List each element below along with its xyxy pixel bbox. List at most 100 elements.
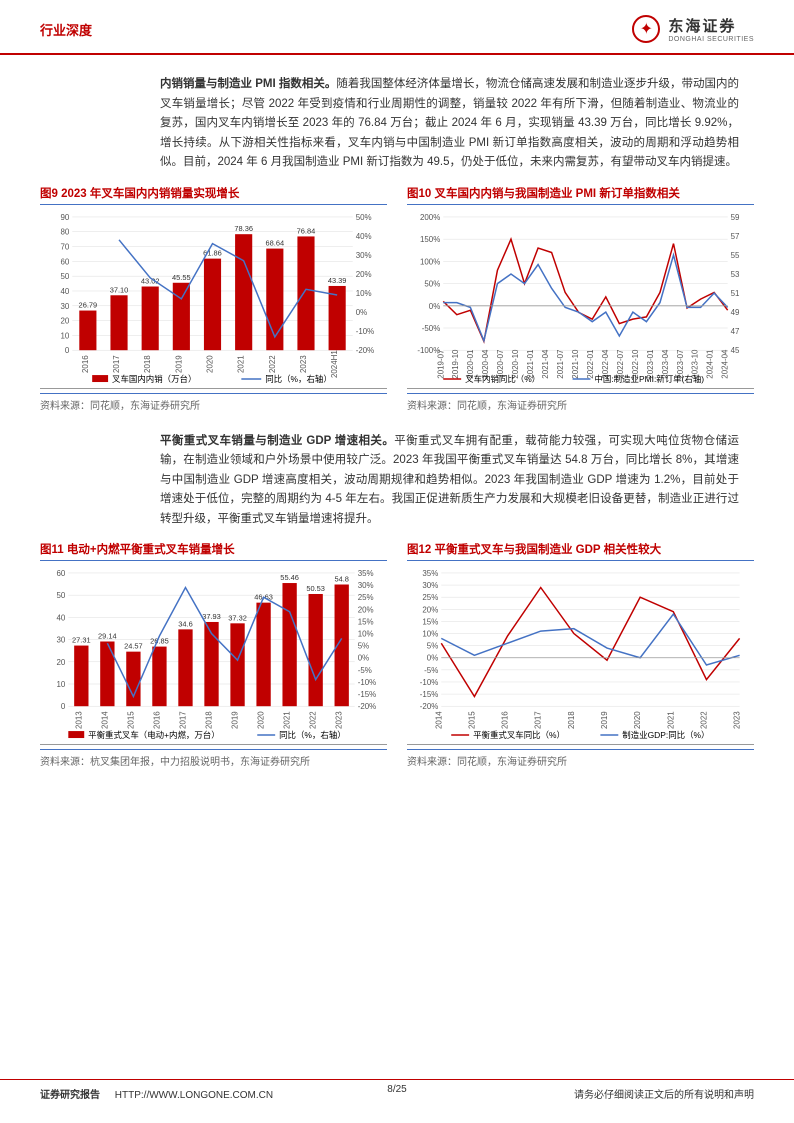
svg-text:20%: 20% xyxy=(422,606,438,615)
svg-text:50: 50 xyxy=(56,592,65,601)
svg-text:2018: 2018 xyxy=(143,354,152,372)
svg-text:平衡重式叉车（电动+内燃，万台）: 平衡重式叉车（电动+内燃，万台） xyxy=(88,731,220,741)
svg-text:47: 47 xyxy=(731,327,740,336)
svg-text:68.64: 68.64 xyxy=(266,238,285,247)
svg-text:中国:制造业PMI:新订单(右轴): 中国:制造业PMI:新订单(右轴) xyxy=(594,374,704,384)
svg-text:90: 90 xyxy=(60,213,69,222)
svg-text:20%: 20% xyxy=(356,270,372,279)
svg-text:70: 70 xyxy=(60,242,69,251)
svg-text:10%: 10% xyxy=(422,630,438,639)
svg-text:2022: 2022 xyxy=(309,711,318,729)
svg-text:叉车国内内销（万台）: 叉车国内内销（万台） xyxy=(112,374,196,384)
svg-text:2018: 2018 xyxy=(205,711,214,729)
para1-bold: 内销销量与制造业 PMI 指数相关。 xyxy=(160,78,336,90)
svg-text:76.84: 76.84 xyxy=(297,226,316,235)
svg-text:叉车内销同比（%）: 叉车内销同比（%） xyxy=(465,374,540,384)
svg-text:-10%: -10% xyxy=(358,678,377,687)
para1-text: 随着我国整体经济体量增长，物流仓储高速发展和制造业逐步升级，带动国内的叉车销量增… xyxy=(160,78,739,168)
svg-text:50.53: 50.53 xyxy=(306,584,325,593)
svg-text:50%: 50% xyxy=(356,213,372,222)
svg-text:-10%: -10% xyxy=(420,678,439,687)
svg-text:34.6: 34.6 xyxy=(178,620,192,629)
svg-text:10: 10 xyxy=(56,680,65,689)
svg-text:2014: 2014 xyxy=(100,711,109,729)
svg-text:40%: 40% xyxy=(356,232,372,241)
svg-text:2020: 2020 xyxy=(633,711,642,729)
svg-text:54.8: 54.8 xyxy=(334,575,348,584)
svg-text:2014: 2014 xyxy=(434,711,443,729)
svg-text:2022: 2022 xyxy=(268,354,277,372)
svg-text:40: 40 xyxy=(56,614,65,623)
svg-text:2019: 2019 xyxy=(174,354,183,372)
svg-text:0%: 0% xyxy=(358,654,369,663)
svg-text:2019: 2019 xyxy=(600,711,609,729)
chart-row-2: 图11 电动+内燃平衡重式叉车销量增长 0102030405060-20%-15… xyxy=(0,541,794,768)
brand-name-en: DONGHAI SECURITIES xyxy=(668,36,754,43)
svg-text:30%: 30% xyxy=(358,582,374,591)
svg-text:2023: 2023 xyxy=(733,711,742,729)
footer-url: HTTP://WWW.LONGONE.COM.CN xyxy=(115,1090,273,1101)
svg-text:60: 60 xyxy=(56,569,65,578)
svg-text:78.36: 78.36 xyxy=(234,224,253,233)
svg-text:2019-07: 2019-07 xyxy=(436,349,445,379)
svg-text:45: 45 xyxy=(731,346,740,355)
chart-row-1: 图9 2023 年叉车国内内销销量实现增长 010203040506070809… xyxy=(0,185,794,412)
svg-text:15%: 15% xyxy=(422,618,438,627)
svg-text:37.10: 37.10 xyxy=(110,285,129,294)
svg-text:2015: 2015 xyxy=(126,711,135,729)
svg-text:15%: 15% xyxy=(358,618,374,627)
svg-text:2021-07: 2021-07 xyxy=(556,349,565,379)
svg-text:2015: 2015 xyxy=(467,711,476,729)
svg-text:2021: 2021 xyxy=(237,354,246,372)
svg-text:2017: 2017 xyxy=(178,711,187,729)
svg-text:2016: 2016 xyxy=(501,711,510,729)
svg-text:51: 51 xyxy=(731,289,740,298)
svg-text:0%: 0% xyxy=(356,308,367,317)
svg-text:57: 57 xyxy=(731,232,740,241)
svg-text:0%: 0% xyxy=(429,302,440,311)
svg-text:53: 53 xyxy=(731,270,740,279)
svg-text:29.14: 29.14 xyxy=(98,632,117,641)
svg-text:2024-01: 2024-01 xyxy=(706,349,715,379)
svg-text:80: 80 xyxy=(60,227,69,236)
svg-text:2023: 2023 xyxy=(299,354,308,372)
svg-text:2013: 2013 xyxy=(74,711,83,729)
svg-text:55.46: 55.46 xyxy=(280,574,299,583)
svg-text:2021: 2021 xyxy=(666,711,675,729)
para2-text: 平衡重式叉车拥有配重，载荷能力较强，可实现大吨位货物仓储运输，在制造业领域和户外… xyxy=(160,435,739,525)
svg-text:制造业GDP:同比（%）: 制造业GDP:同比（%） xyxy=(622,731,709,741)
svg-text:30%: 30% xyxy=(356,251,372,260)
svg-text:25%: 25% xyxy=(422,594,438,603)
chart-9: 图9 2023 年叉车国内内销销量实现增长 010203040506070809… xyxy=(40,185,387,412)
svg-text:-20%: -20% xyxy=(358,703,377,712)
svg-text:2021: 2021 xyxy=(283,711,292,729)
chart-12: 图12 平衡重式叉车与我国制造业 GDP 相关性较大 -20%-15%-10%-… xyxy=(407,541,754,768)
brand-block: ✦ 东海证券 DONGHAI SECURITIES xyxy=(632,15,754,43)
svg-text:-50%: -50% xyxy=(422,324,441,333)
svg-text:2016: 2016 xyxy=(152,711,161,729)
svg-text:-15%: -15% xyxy=(358,691,377,700)
svg-text:20: 20 xyxy=(60,316,69,325)
chart11-source: 资料来源：杭叉集团年报，中力招股说明书，东海证券研究所 xyxy=(40,749,387,768)
svg-text:2024-04: 2024-04 xyxy=(721,349,730,379)
svg-text:27.31: 27.31 xyxy=(72,636,91,645)
svg-text:20: 20 xyxy=(56,658,65,667)
chart-10: 图10 叉车国内内销与我国制造业 PMI 新订单指数相关 -100%-50%0%… xyxy=(407,185,754,412)
svg-text:2023: 2023 xyxy=(335,711,344,729)
svg-text:5%: 5% xyxy=(427,642,438,651)
chart10-source: 资料来源：同花顺，东海证券研究所 xyxy=(407,393,754,412)
svg-text:43.39: 43.39 xyxy=(328,276,347,285)
svg-text:26.85: 26.85 xyxy=(150,637,169,646)
svg-text:35%: 35% xyxy=(358,569,374,578)
svg-text:20%: 20% xyxy=(358,606,374,615)
svg-text:10: 10 xyxy=(60,331,69,340)
svg-text:2021-10: 2021-10 xyxy=(571,349,580,379)
para2-bold: 平衡重式叉车销量与制造业 GDP 增速相关。 xyxy=(160,435,394,447)
svg-text:2017: 2017 xyxy=(112,354,121,372)
svg-text:-15%: -15% xyxy=(420,691,439,700)
footer-disclaimer: 请务必仔细阅读正文后的所有说明和声明 xyxy=(574,1086,754,1101)
svg-text:0: 0 xyxy=(61,703,66,712)
svg-text:55: 55 xyxy=(731,251,740,260)
svg-text:5%: 5% xyxy=(358,642,369,651)
svg-text:37.32: 37.32 xyxy=(228,614,247,623)
